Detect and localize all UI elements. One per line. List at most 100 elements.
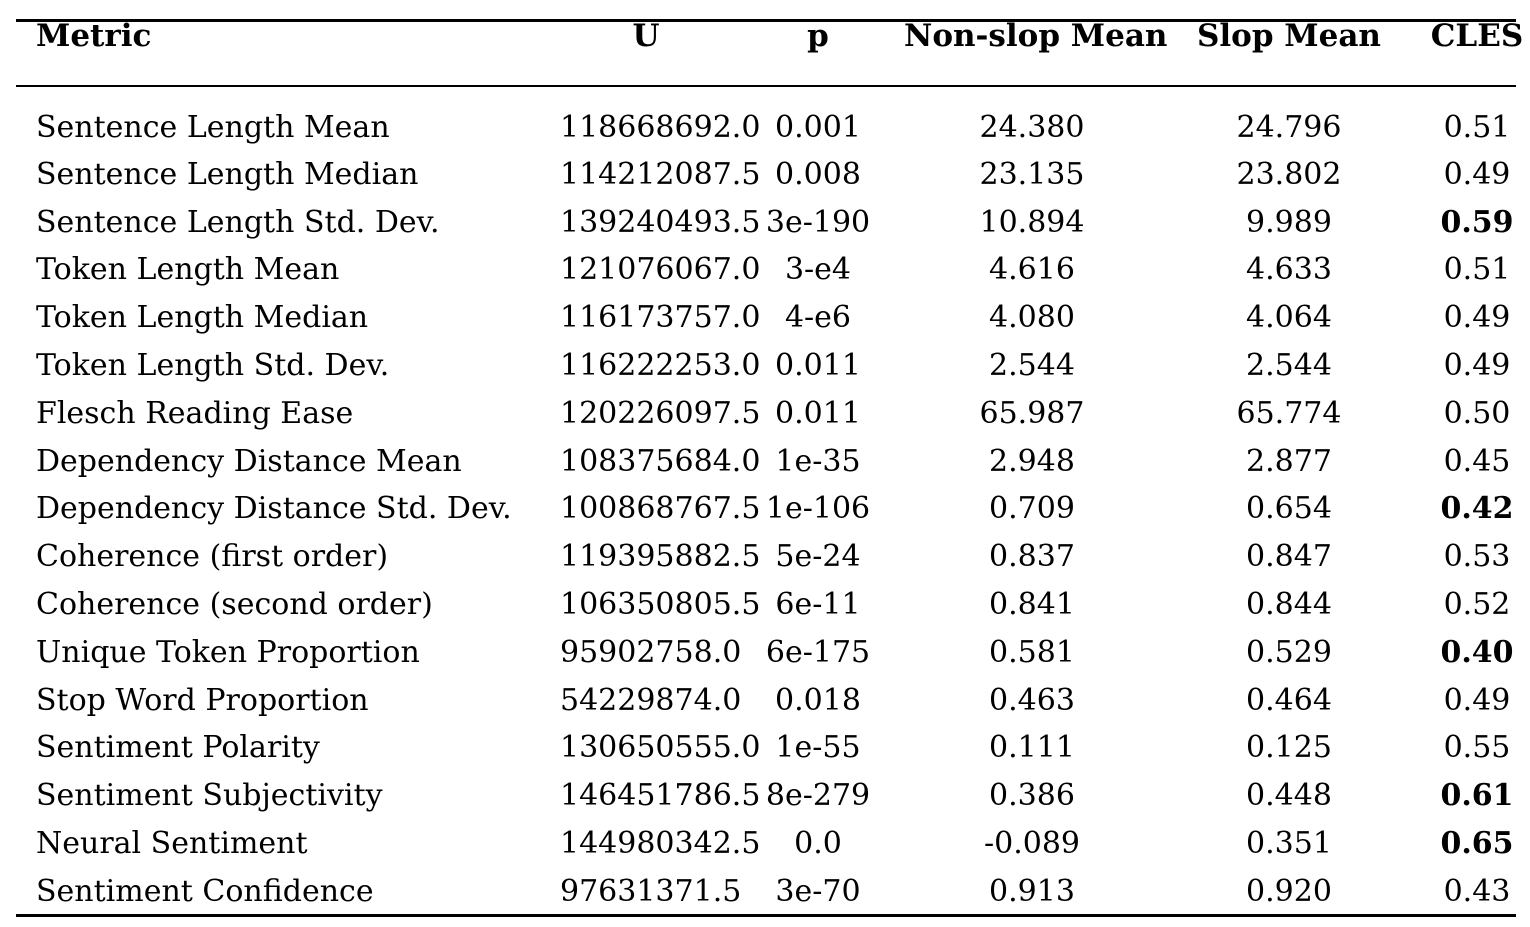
- cell-metric: Neural Sentiment: [36, 826, 308, 862]
- cell-non-slop-mean: 0.581: [989, 634, 1075, 670]
- cell-metric: Sentence Length Median: [36, 156, 419, 192]
- cell-slop-mean: 0.844: [1246, 587, 1332, 623]
- cell-non-slop-mean: 4.080: [989, 300, 1075, 336]
- cell-p: 8e-279: [765, 778, 871, 814]
- cell-metric: Stop Word Proportion: [36, 682, 369, 718]
- cell-non-slop-mean: 65.987: [979, 395, 1085, 431]
- cell-metric: Token Length Median: [36, 300, 369, 336]
- cell-p: 4-e6: [784, 300, 852, 336]
- cell-slop-mean: 65.774: [1236, 395, 1342, 431]
- cell-p: 5e-24: [775, 539, 861, 575]
- cell-cles: 0.49: [1443, 682, 1511, 718]
- cell-slop-mean: 24.796: [1236, 109, 1342, 145]
- cell-metric: Token Length Std. Dev.: [36, 348, 390, 384]
- cell-cles: 0.42: [1440, 491, 1514, 527]
- cell-slop-mean: 2.877: [1246, 443, 1332, 479]
- table-row: Sentence Length Mean 118668692.0 0.001 24.3…: [16, 87, 1530, 151]
- cell-slop-mean: 0.920: [1246, 873, 1332, 909]
- cell-slop-mean: 0.654: [1246, 491, 1332, 527]
- cell-non-slop-mean: 0.386: [989, 778, 1075, 814]
- cell-cles: 0.49: [1443, 156, 1511, 192]
- cell-metric: Sentence Length Std. Dev.: [36, 204, 440, 240]
- table-row: Neural Sentiment 144980342.5 0.0 -0.089 0.35…: [16, 820, 1530, 868]
- table-body: Sentence Length Mean 118668692.0 0.001 24.3…: [16, 87, 1530, 916]
- cell-u: 95902758.0: [560, 634, 742, 670]
- table-row: Token Length Mean 121076067.0 3-e4 4.616 4.6…: [16, 247, 1530, 295]
- cell-cles: 0.49: [1443, 348, 1511, 384]
- table-header: Metric U p Non-slop Mean Slop Mean CLES: [16, 0, 1530, 87]
- table-row: Token Length Std. Dev. 116222253.0 0.011 2.…: [16, 342, 1530, 390]
- table-row: Coherence (first order) 119395882.5 5e-24 0…: [16, 533, 1530, 581]
- cell-u: 118668692.0: [560, 109, 761, 145]
- cell-cles: 0.52: [1443, 587, 1511, 623]
- header-metric: Metric: [16, 0, 560, 87]
- cell-metric: Flesch Reading Ease: [36, 395, 354, 431]
- cell-u: 119395882.5: [560, 539, 761, 575]
- table-row: Sentiment Confidence 97631371.5 3e-70 0.913…: [16, 868, 1530, 916]
- cell-u: 114212087.5: [560, 156, 761, 192]
- cell-slop-mean: 9.989: [1246, 204, 1332, 240]
- cell-metric: Sentiment Confidence: [36, 873, 374, 909]
- cell-u: 108375684.0: [560, 443, 761, 479]
- cell-slop-mean: 23.802: [1236, 156, 1342, 192]
- cell-u: 121076067.0: [560, 252, 761, 288]
- cell-p: 0.018: [775, 682, 861, 718]
- cell-metric: Dependency Distance Std. Dev.: [36, 491, 512, 527]
- table-row: Token Length Median 116173757.0 4-e6 4.080 4…: [16, 294, 1530, 342]
- cell-slop-mean: 4.633: [1246, 252, 1332, 288]
- cell-metric: Sentence Length Mean: [36, 109, 390, 145]
- cell-p: 0.008: [775, 156, 861, 192]
- table-bottom-rule: [16, 914, 1516, 917]
- table-top-rule: [16, 19, 1516, 22]
- header-u-label: U: [632, 18, 660, 54]
- table-row: Dependency Distance Std. Dev. 100868767.5…: [16, 486, 1530, 534]
- header-non-slop-mean-label: Non-slop Mean: [904, 18, 1168, 54]
- cell-p: 1e-106: [765, 491, 871, 527]
- cell-non-slop-mean: 10.894: [979, 204, 1085, 240]
- header-row: Metric U p Non-slop Mean Slop Mean CLES: [16, 0, 1530, 87]
- cell-slop-mean: 0.847: [1246, 539, 1332, 575]
- table-row: Sentence Length Std. Dev. 139240493.5 3e-1…: [16, 199, 1530, 247]
- header-metric-label: Metric: [36, 18, 152, 54]
- cell-cles: 0.65: [1440, 826, 1514, 862]
- cell-metric: Token Length Mean: [36, 252, 340, 288]
- cell-cles: 0.55: [1443, 730, 1511, 766]
- cell-non-slop-mean: 2.948: [989, 443, 1075, 479]
- cell-u: 100868767.5: [560, 491, 761, 527]
- cell-u: 130650555.0: [560, 730, 761, 766]
- cell-cles: 0.49: [1443, 300, 1511, 336]
- cell-metric: Coherence (first order): [36, 539, 389, 575]
- cell-non-slop-mean: -0.089: [983, 826, 1081, 862]
- cell-u: 144980342.5: [560, 826, 761, 862]
- header-non-slop-mean: Non-slop Mean: [904, 0, 1167, 87]
- cell-non-slop-mean: 2.544: [989, 348, 1075, 384]
- cell-cles: 0.40: [1440, 634, 1514, 670]
- cell-p: 0.011: [775, 395, 861, 431]
- cell-u: 120226097.5: [560, 395, 761, 431]
- cell-p: 6e-11: [775, 587, 861, 623]
- cell-u: 54229874.0: [560, 682, 742, 718]
- cell-cles: 0.61: [1440, 778, 1514, 814]
- cell-non-slop-mean: 23.135: [979, 156, 1085, 192]
- cell-slop-mean: 0.464: [1246, 682, 1332, 718]
- cell-u: 116173757.0: [560, 300, 761, 336]
- cell-p: 3-e4: [784, 252, 852, 288]
- cell-slop-mean: 0.529: [1246, 634, 1332, 670]
- header-p-label: p: [807, 18, 829, 54]
- cell-slop-mean: 0.351: [1246, 826, 1332, 862]
- header-slop-mean-label: Slop Mean: [1197, 18, 1381, 54]
- table-header-rule: [16, 85, 1516, 87]
- cell-metric: Sentiment Subjectivity: [36, 778, 383, 814]
- cell-u: 106350805.5: [560, 587, 761, 623]
- cell-cles: 0.43: [1443, 873, 1511, 909]
- cell-non-slop-mean: 0.463: [989, 682, 1075, 718]
- cell-cles: 0.51: [1443, 109, 1511, 145]
- cell-u: 146451786.5: [560, 778, 761, 814]
- cell-cles: 0.45: [1443, 443, 1511, 479]
- cell-u: 116222253.0: [560, 348, 761, 384]
- cell-non-slop-mean: 0.841: [989, 587, 1075, 623]
- cell-non-slop-mean: 24.380: [979, 109, 1085, 145]
- cell-non-slop-mean: 0.111: [989, 730, 1075, 766]
- cell-cles: 0.53: [1443, 539, 1511, 575]
- table-row: Dependency Distance Mean 108375684.0 1e-35…: [16, 438, 1530, 486]
